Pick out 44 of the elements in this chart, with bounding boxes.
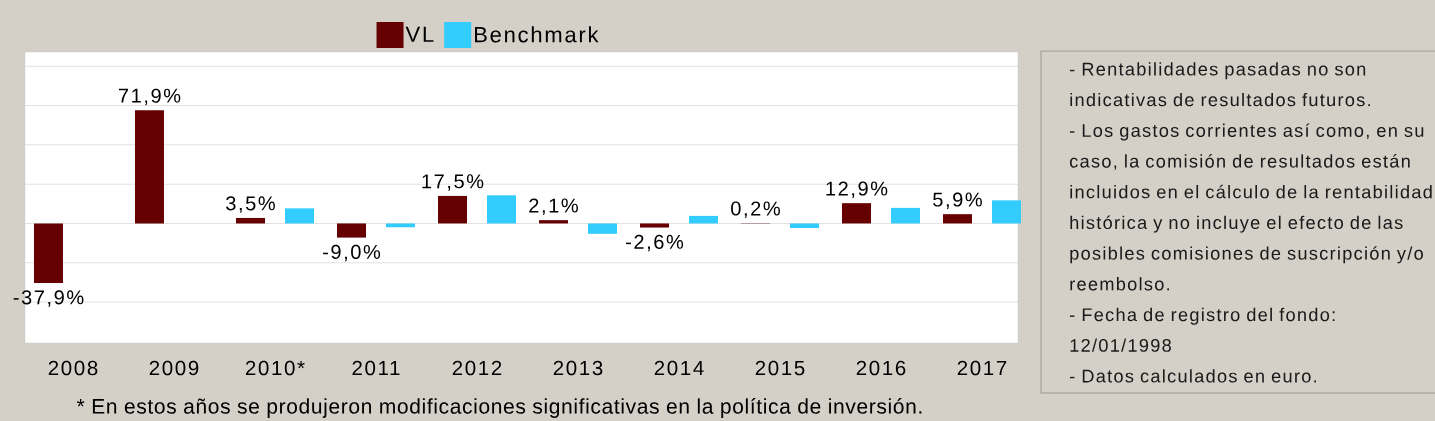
x-tick-label: 2009 xyxy=(149,360,199,376)
legend-label: Benchmark xyxy=(475,26,599,43)
bar xyxy=(942,214,972,224)
bar xyxy=(385,223,415,228)
x-tick-label: 2008 xyxy=(48,360,98,376)
x-tick-label: 2010* xyxy=(245,360,305,376)
data-label: 2,1% xyxy=(529,198,578,215)
bar xyxy=(890,207,920,224)
x-tick-label: 2011 xyxy=(352,360,400,376)
bar xyxy=(235,217,265,224)
x-tick-label: 2014 xyxy=(654,360,704,376)
bar xyxy=(538,220,568,224)
data-label: -2,6% xyxy=(626,234,684,252)
text: * En estos años se produjeron modificaciones significativas en la política de inversión. xyxy=(76,398,922,418)
text: - Rentabilidades pasadas no son indicativas de resultados futuros. xyxy=(1070,62,1370,107)
text: - Los gastos corrientes así como, en su caso, la comisión de resultados están incluidos en el cálculo de la rentabilidad histórica y no incluye el efecto de las posibles comisiones de suscripción y/o reembolso. xyxy=(1069,123,1432,291)
x-tick-label: 2015 xyxy=(755,360,805,376)
bar xyxy=(336,223,366,238)
legend-label: VL xyxy=(405,26,434,42)
bar xyxy=(789,223,819,229)
data-label: 12,9% xyxy=(826,181,888,198)
bar xyxy=(587,223,617,234)
x-tick-label: 2017 xyxy=(957,360,1007,376)
x-tick-label: 2013 xyxy=(553,360,603,376)
data-label: 0,2% xyxy=(731,201,780,218)
data-label: 3,5% xyxy=(226,196,275,213)
bar xyxy=(284,208,314,224)
text: - Fecha de registro del fondo: 12/01/1998 xyxy=(1070,307,1335,352)
bar xyxy=(639,223,669,228)
bar xyxy=(486,195,516,224)
data-label: -37,9% xyxy=(13,290,84,307)
bar xyxy=(134,110,164,224)
bar xyxy=(991,200,1021,224)
bar xyxy=(33,223,63,284)
bar xyxy=(437,195,467,224)
text: - Datos calculados en euro. xyxy=(1070,369,1317,383)
data-label: -9,0% xyxy=(323,244,381,262)
bar xyxy=(688,215,718,224)
data-label: 71,9% xyxy=(118,88,181,106)
data-label: 5,9% xyxy=(933,192,982,209)
x-tick-label: 2016 xyxy=(856,360,906,376)
bar xyxy=(841,203,871,224)
data-label: 17,5% xyxy=(422,174,484,191)
x-tick-label: 2012 xyxy=(452,360,502,376)
